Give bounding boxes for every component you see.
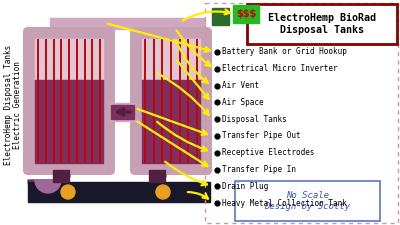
Bar — [53, 170, 69, 182]
Bar — [50, 18, 205, 29]
Text: Disposal Tanks: Disposal Tanks — [222, 115, 287, 124]
Bar — [142, 39, 200, 80]
Text: Transfer Pipe In: Transfer Pipe In — [222, 165, 296, 174]
Text: No Scale
Design by Scotty: No Scale Design by Scotty — [264, 191, 350, 211]
Text: Heavy Metal Collection Tank: Heavy Metal Collection Tank — [222, 199, 347, 208]
Bar — [28, 182, 210, 202]
Bar — [205, 3, 398, 223]
Bar — [149, 170, 165, 182]
Wedge shape — [35, 180, 61, 193]
Text: Electrical Micro Inverter: Electrical Micro Inverter — [222, 64, 338, 73]
Text: ElectroHemp Disposal Tanks: ElectroHemp Disposal Tanks — [4, 45, 14, 165]
FancyBboxPatch shape — [23, 27, 115, 175]
Text: Receptive Electrodes: Receptive Electrodes — [222, 148, 314, 157]
Bar — [212, 8, 229, 25]
Text: Air Vent: Air Vent — [222, 81, 259, 90]
Text: ElectroHemp BioRad
Disposal Tanks: ElectroHemp BioRad Disposal Tanks — [268, 13, 376, 35]
Text: Transfer Pipe Out: Transfer Pipe Out — [222, 131, 301, 140]
Text: Battery Bank or Grid Hookup: Battery Bank or Grid Hookup — [222, 47, 347, 56]
FancyBboxPatch shape — [130, 27, 212, 175]
Text: Electric Generation: Electric Generation — [14, 61, 22, 149]
FancyBboxPatch shape — [247, 4, 397, 44]
Bar — [111, 105, 134, 119]
Text: Air Space: Air Space — [222, 98, 264, 107]
Bar — [110, 103, 135, 121]
Text: Drain Plug: Drain Plug — [222, 182, 268, 191]
Circle shape — [61, 185, 75, 199]
FancyBboxPatch shape — [235, 181, 380, 221]
Bar — [35, 39, 103, 80]
Bar — [142, 80, 200, 163]
Circle shape — [156, 185, 170, 199]
Wedge shape — [28, 180, 68, 200]
Text: $$$: $$$ — [236, 9, 256, 19]
Bar — [233, 5, 259, 23]
Bar — [35, 80, 103, 163]
